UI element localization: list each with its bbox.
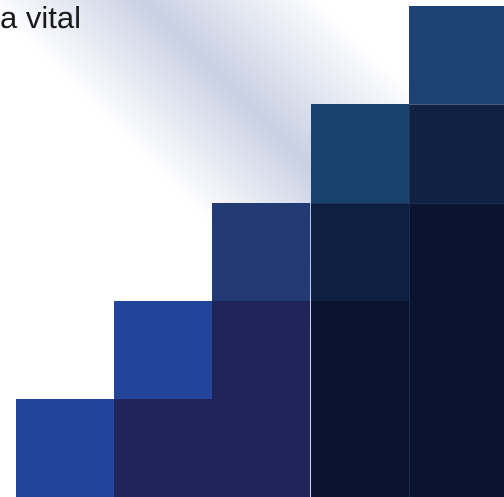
step-block-r3-dark xyxy=(311,203,409,301)
step-block-r4-light xyxy=(114,301,212,399)
step-block-top xyxy=(409,6,504,104)
seam-line xyxy=(409,104,410,497)
step-block-bottom-light xyxy=(16,399,114,497)
step-block-deep-right xyxy=(409,203,504,497)
seam-line xyxy=(409,104,504,105)
caption-text: a vital xyxy=(0,0,81,35)
step-block-deep-center xyxy=(311,301,409,497)
seam-line xyxy=(310,203,311,497)
step-block-r4-navy xyxy=(212,301,310,399)
step-block-bottom-navy-1 xyxy=(114,399,212,497)
step-block-r2-dark xyxy=(409,104,504,203)
step-block-r2-light xyxy=(311,104,409,203)
seam-line xyxy=(311,203,504,204)
step-block-bottom-navy-2 xyxy=(212,399,310,497)
step-block-r3-light xyxy=(212,203,310,301)
